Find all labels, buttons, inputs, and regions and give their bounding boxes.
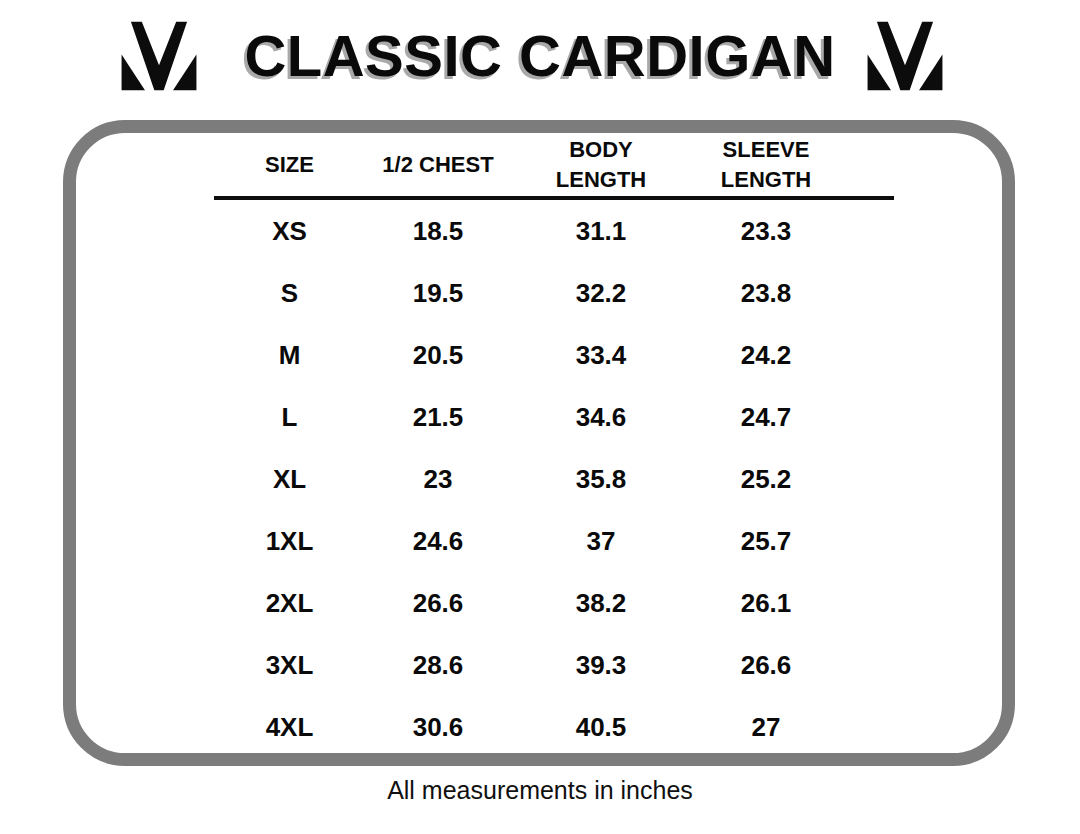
cell-sleeve: 26.1 [691,588,841,619]
cell-sleeve: 26.6 [691,650,841,681]
column-header-body-length: BODY LENGTH [511,135,691,194]
cell-size: M [214,340,365,371]
cell-sleeve: 24.7 [691,402,841,433]
table-row-2xl: 2XL 26.6 38.2 26.1 [214,572,841,634]
cell-size: 3XL [214,650,365,681]
table-row-1xl: 1XL 24.6 37 25.7 [214,510,841,572]
table-row-4xl: 4XL 30.6 40.5 27 [214,696,841,758]
cell-size: L [214,402,365,433]
cell-chest: 26.6 [365,588,511,619]
cell-chest: 30.6 [365,712,511,743]
cell-size: S [214,278,365,309]
cell-body: 33.4 [511,340,691,371]
cell-body: 31.1 [511,216,691,247]
cell-sleeve: 23.3 [691,216,841,247]
cell-sleeve: 24.2 [691,340,841,371]
column-header-chest: 1/2 CHEST [365,150,511,180]
cell-body: 32.2 [511,278,691,309]
cell-body: 38.2 [511,588,691,619]
table-body: XS 18.5 31.1 23.3 S 19.5 32.2 23.8 M 20.… [214,200,841,758]
column-header-sleeve-length: SLEEVE LENGTH [691,135,841,194]
cell-chest: 18.5 [365,216,511,247]
table-row-s: S 19.5 32.2 23.8 [214,262,841,324]
table-row-xs: XS 18.5 31.1 23.3 [214,200,841,262]
cell-sleeve: 25.2 [691,464,841,495]
cell-body: 40.5 [511,712,691,743]
size-chart-page: CLASSIC CARDIGAN SIZE 1/2 CHEST BODY LEN… [0,0,1080,834]
cell-chest: 19.5 [365,278,511,309]
cell-size: 2XL [214,588,365,619]
cell-body: 39.3 [511,650,691,681]
cell-sleeve: 23.8 [691,278,841,309]
cell-chest: 21.5 [365,402,511,433]
cell-sleeve: 27 [691,712,841,743]
cell-body: 35.8 [511,464,691,495]
cell-body: 37 [511,526,691,557]
brand-m-monogram-icon [866,16,944,96]
cell-chest: 28.6 [365,650,511,681]
column-header-body-length-label: BODY LENGTH [551,135,651,194]
column-header-sleeve-length-label: SLEEVE LENGTH [716,135,816,194]
cell-size: XS [214,216,365,247]
cell-chest: 20.5 [365,340,511,371]
column-header-size: SIZE [214,150,365,180]
cell-chest: 24.6 [365,526,511,557]
table-row-l: L 21.5 34.6 24.7 [214,386,841,448]
table-header-row: SIZE 1/2 CHEST BODY LENGTH SLEEVE LENGTH [214,134,841,196]
cell-size: 1XL [214,526,365,557]
cell-chest: 23 [365,464,511,495]
cell-body: 34.6 [511,402,691,433]
table-row-3xl: 3XL 28.6 39.3 26.6 [214,634,841,696]
table-row-xl: XL 23 35.8 25.2 [214,448,841,510]
measurements-unit-note: All measurements in inches [0,776,1080,805]
table-row-m: M 20.5 33.4 24.2 [214,324,841,386]
cell-size: 4XL [214,712,365,743]
cell-size: XL [214,464,365,495]
cell-sleeve: 25.7 [691,526,841,557]
